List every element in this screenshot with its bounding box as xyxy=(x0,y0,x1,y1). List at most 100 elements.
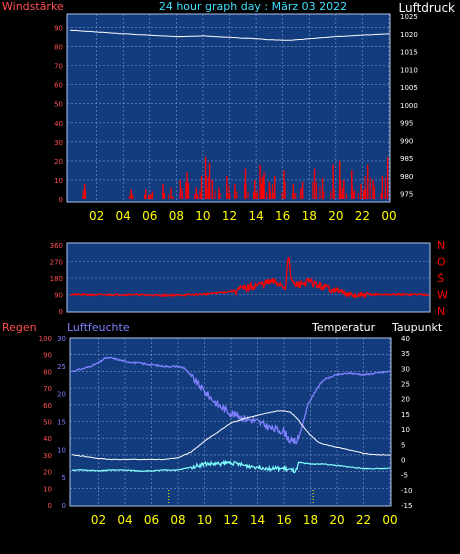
luftfeuchte-label: Luftfeuchte xyxy=(67,321,130,334)
temperatur-axis: -15 -10 -5 0 5 10 15 20 25 30 35 40 xyxy=(401,335,412,510)
windstaerke-tick-label: 50 xyxy=(54,101,63,109)
regen-tick-label: 60 xyxy=(43,402,52,410)
compass-tick-label: S xyxy=(437,272,444,285)
luftdruck-tick-label: 1015 xyxy=(400,49,418,57)
regen-tick-label: 80 xyxy=(43,368,52,376)
luftfeuchte-tick-label: 15 xyxy=(57,419,66,427)
hour-tick-label: 02 xyxy=(91,513,106,527)
temperatur-tick-label: 30 xyxy=(401,365,410,373)
hour-tick-label: 20 xyxy=(329,513,344,527)
luftdruck-tick-label: 1020 xyxy=(400,31,418,39)
windstaerke-tick-label: 40 xyxy=(54,120,63,128)
luftdruck-tick-label: 980 xyxy=(400,173,413,181)
climate-grid xyxy=(70,338,391,506)
hour-tick-label: 12 xyxy=(223,513,238,527)
luftdruck-tick-label: 1000 xyxy=(400,102,418,110)
hour-tick-label: 10 xyxy=(197,513,212,527)
windstaerke-tick-label: 70 xyxy=(54,63,63,71)
climate-hour-axis: 02 04 06 08 10 12 14 16 18 20 22 00 xyxy=(91,513,398,527)
compass-tick-label: O xyxy=(437,256,446,269)
hour-tick-label: 08 xyxy=(170,513,185,527)
hour-tick-label: 22 xyxy=(356,513,371,527)
temperatur-label: Temperatur xyxy=(311,321,376,334)
temperatur-tick-label: 25 xyxy=(401,381,410,389)
hour-tick-label: 14 xyxy=(250,513,265,527)
windstaerke-tick-label: 20 xyxy=(54,158,63,166)
luftfeuchte-axis: 0 5 10 15 20 25 30 xyxy=(57,335,66,510)
regen-tick-label: 90 xyxy=(43,352,52,360)
regen-tick-label: 10 xyxy=(43,485,52,493)
temperatur-tick-label: 5 xyxy=(401,441,405,449)
temperatur-tick-label: -10 xyxy=(401,487,412,495)
compass-tick-label: N xyxy=(437,239,445,252)
luftdruck-tick-label: 1005 xyxy=(400,84,418,92)
wind-pressure-plot-area xyxy=(66,13,391,203)
hour-tick-label: 10 xyxy=(195,209,210,223)
hour-tick-label: 18 xyxy=(302,209,317,223)
hour-tick-label: 18 xyxy=(303,513,318,527)
taupunkt-label: Taupunkt xyxy=(391,321,443,334)
wind-direction-line xyxy=(69,257,430,299)
luftdruck-tick-label: 1010 xyxy=(400,66,418,74)
hour-tick-label: 06 xyxy=(144,513,159,527)
luftfeuchte-tick-label: 5 xyxy=(62,474,66,482)
luftdruck-tick-label: 1025 xyxy=(400,13,418,21)
wind-pressure-grid xyxy=(67,14,390,202)
hour-tick-label: 04 xyxy=(117,513,132,527)
windstaerke-tick-label: 90 xyxy=(54,25,63,33)
time-markers xyxy=(168,490,314,505)
hour-tick-label: 00 xyxy=(381,209,396,223)
regen-tick-label: 70 xyxy=(43,385,52,393)
climate-plot-area xyxy=(69,337,392,507)
temperatur-tick-label: 20 xyxy=(401,396,410,404)
wind-pressure-hour-axis: 02 04 06 08 10 12 14 16 18 20 22 00 xyxy=(89,209,397,223)
degree-axis: 0 90 180 270 360 xyxy=(50,242,63,316)
hour-tick-label: 16 xyxy=(275,209,290,223)
regen-tick-label: 0 xyxy=(48,502,52,510)
temperatur-tick-label: 15 xyxy=(401,411,410,419)
windstaerke-tick-label: 60 xyxy=(54,82,63,90)
degree-tick-label: 180 xyxy=(50,275,63,283)
header-left-label: Windstärke xyxy=(2,0,64,13)
regen-tick-label: 50 xyxy=(43,419,52,427)
hour-tick-label: 04 xyxy=(116,209,131,223)
windstaerke-tick-label: 10 xyxy=(54,177,63,185)
hour-tick-label: 20 xyxy=(328,209,343,223)
temperatur-tick-label: -5 xyxy=(401,472,408,480)
wind-direction-plot-area xyxy=(66,242,431,313)
luftfeuchte-line xyxy=(71,356,391,445)
luftdruck-line xyxy=(69,29,390,41)
luftfeuchte-tick-label: 10 xyxy=(57,446,66,454)
luftfeuchte-tick-label: 20 xyxy=(57,391,66,399)
regen-tick-label: 20 xyxy=(43,469,52,477)
page-title: 24 hour graph day : März 03 2022 xyxy=(159,0,347,13)
luftdruck-tick-label: 990 xyxy=(400,137,413,145)
luftdruck-axis: 975 980 985 990 995 1000 1005 1010 1015 1020 1025 xyxy=(400,13,418,199)
hour-tick-label: 16 xyxy=(276,513,291,527)
temperatur-tick-label: 0 xyxy=(401,456,405,464)
hour-tick-label: 06 xyxy=(142,209,157,223)
luftdruck-tick-label: 975 xyxy=(400,191,413,199)
luftfeuchte-tick-label: 30 xyxy=(57,335,66,343)
regen-axis: 0 10 20 30 40 50 60 70 80 90 100 xyxy=(39,335,52,510)
hour-tick-label: 12 xyxy=(222,209,237,223)
hour-tick-label: 08 xyxy=(169,209,184,223)
temperatur-tick-label: 40 xyxy=(401,335,410,343)
luftfeuchte-tick-label: 25 xyxy=(57,363,66,371)
compass-tick-label: W xyxy=(437,289,448,302)
windstaerke-axis: 0 10 20 30 40 50 60 70 80 90 xyxy=(54,25,63,204)
regen-tick-label: 40 xyxy=(43,435,52,443)
hour-tick-label: 14 xyxy=(248,209,263,223)
header-right-label: Luftdruck xyxy=(398,1,455,15)
windstaerke-tick-label: 0 xyxy=(59,196,63,204)
taupunkt-line xyxy=(71,459,391,474)
regen-label: Regen xyxy=(2,321,37,334)
luftdruck-tick-label: 985 xyxy=(400,155,413,163)
temperatur-tick-label: 10 xyxy=(401,426,410,434)
degree-tick-label: 360 xyxy=(50,242,63,250)
regen-tick-label: 100 xyxy=(39,335,52,343)
